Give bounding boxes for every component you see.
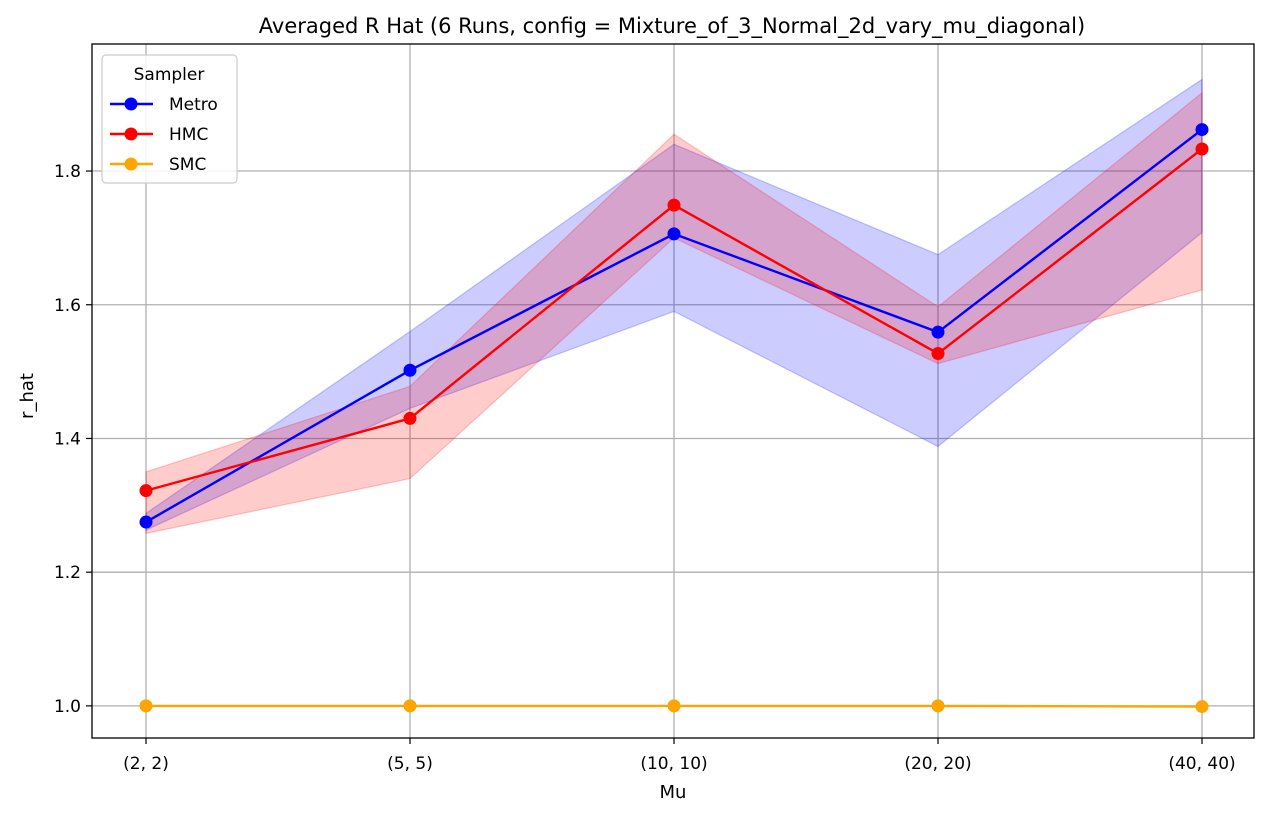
y-tick-label: 1.2 xyxy=(54,563,81,583)
legend-marker-smc xyxy=(124,157,138,171)
point-smc xyxy=(1195,700,1209,714)
point-smc xyxy=(403,699,417,713)
point-hmc xyxy=(667,198,681,212)
point-hmc xyxy=(1195,142,1209,156)
legend-frame xyxy=(101,54,238,184)
point-metro xyxy=(667,227,681,241)
point-smc xyxy=(931,699,945,713)
legend-marker-metro xyxy=(124,97,138,111)
point-hmc xyxy=(139,484,153,498)
chart-title: Averaged R Hat (6 Runs, config = Mixture… xyxy=(259,14,1085,39)
point-metro xyxy=(403,363,417,377)
x-tick-label: (40, 40) xyxy=(1168,754,1235,774)
x-tick-label: (10, 10) xyxy=(640,754,707,774)
y-tick-label: 1.6 xyxy=(54,296,81,316)
x-axis-ticks: (2, 2) (5, 5) (10, 10) (20, 20) (40, 40) xyxy=(123,738,1236,774)
y-axis-ticks: 1.0 1.2 1.4 1.6 1.8 xyxy=(54,162,92,717)
series-points xyxy=(139,123,1209,714)
point-metro xyxy=(139,515,153,529)
y-tick-label: 1.0 xyxy=(54,697,81,717)
plot-frame xyxy=(91,43,1255,739)
legend-label-smc: SMC xyxy=(169,155,206,175)
legend-title: Sampler xyxy=(134,65,205,85)
point-metro xyxy=(931,325,945,339)
point-smc xyxy=(139,699,153,713)
x-tick-label: (20, 20) xyxy=(904,754,971,774)
legend-label-hmc: HMC xyxy=(169,125,208,145)
legend-marker-hmc xyxy=(124,127,138,141)
legend-label-metro: Metro xyxy=(169,95,218,115)
y-tick-label: 1.4 xyxy=(54,429,81,449)
legend: Sampler Metro HMC SMC xyxy=(101,54,238,184)
x-tick-label: (5, 5) xyxy=(387,754,433,774)
point-hmc xyxy=(403,411,417,425)
point-smc xyxy=(667,699,681,713)
y-axis-label: r_hat xyxy=(17,373,38,419)
point-hmc xyxy=(931,347,945,361)
band-metro xyxy=(145,78,1203,532)
point-metro xyxy=(1195,123,1209,137)
x-axis-label: Mu xyxy=(660,782,687,803)
x-tick-label: (2, 2) xyxy=(123,754,169,774)
y-tick-label: 1.8 xyxy=(54,162,81,182)
